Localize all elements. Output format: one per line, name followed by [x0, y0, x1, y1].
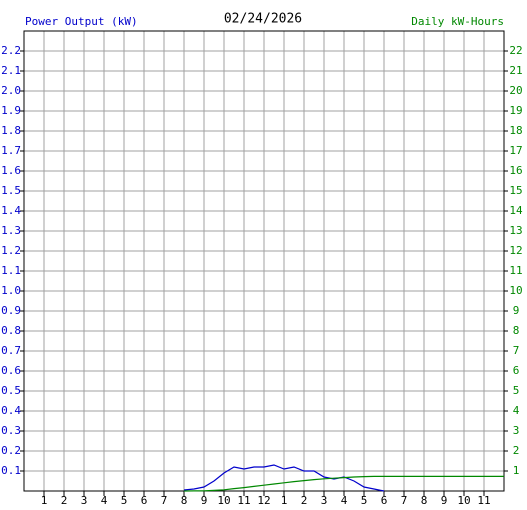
y2-tick-label: 1	[513, 464, 520, 477]
y2-axis-label: Daily kW-Hours	[411, 15, 504, 28]
y2-tick-label: 21	[509, 64, 522, 77]
y-tick-label: 1.2	[1, 244, 21, 257]
x-tick-label: 2	[61, 494, 68, 507]
y-tick-label: 0.2	[1, 444, 21, 457]
y-tick-label: 0.1	[1, 464, 21, 477]
x-tick-label: 6	[381, 494, 388, 507]
y2-tick-label: 15	[509, 184, 522, 197]
y-tick-label: 1.7	[1, 144, 21, 157]
y2-tick-label: 9	[513, 304, 520, 317]
y-tick-label: 1.8	[1, 124, 21, 137]
chart-title: 02/24/2026	[224, 12, 302, 27]
y2-tick-label: 16	[509, 164, 522, 177]
x-tick-label: 1	[281, 494, 288, 507]
y-axis-label: Power Output (kW)	[25, 15, 138, 28]
y2-tick-label: 2	[513, 444, 520, 457]
x-tick-label: 7	[161, 494, 168, 507]
y2-tick-label: 13	[509, 224, 522, 237]
y2-tick-label: 20	[509, 84, 522, 97]
y2-tick-label: 17	[509, 144, 522, 157]
y-tick-label: 0.8	[1, 324, 21, 337]
x-tick-label: 7	[401, 494, 408, 507]
y2-tick-label: 8	[513, 324, 520, 337]
y-tick-label: 0.6	[1, 364, 21, 377]
y-tick-label: 1.1	[1, 264, 21, 277]
x-tick-label: 5	[361, 494, 368, 507]
x-tick-label: 3	[81, 494, 88, 507]
y-tick-label: 1.4	[1, 204, 21, 217]
y2-tick-label: 4	[513, 404, 520, 417]
y-tick-label: 1.6	[1, 164, 21, 177]
y-tick-label: 1.3	[1, 224, 21, 237]
x-tick-label: 4	[101, 494, 108, 507]
y2-tick-label: 22	[509, 44, 522, 57]
x-tick-label: 9	[441, 494, 448, 507]
series-line	[183, 475, 504, 492]
y-tick-label: 0.5	[1, 384, 21, 397]
x-tick-label: 6	[141, 494, 148, 507]
x-tick-label: 5	[121, 494, 128, 507]
y2-tick-label: 19	[509, 104, 522, 117]
x-tick-label: 11	[477, 494, 490, 507]
x-tick-label: 1	[41, 494, 48, 507]
y2-tick-label: 18	[509, 124, 522, 137]
x-tick-label: 3	[321, 494, 328, 507]
y-tick-label: 0.3	[1, 424, 21, 437]
y2-tick-label: 3	[513, 424, 520, 437]
y2-tick-label: 5	[513, 384, 520, 397]
series-line	[183, 464, 385, 492]
y-tick-label: 0.9	[1, 304, 21, 317]
y-tick-label: 0.7	[1, 344, 21, 357]
y-tick-label: 1.5	[1, 184, 21, 197]
y2-tick-label: 10	[509, 284, 522, 297]
y2-tick-label: 14	[509, 204, 523, 217]
y-tick-label: 2.1	[1, 64, 21, 77]
y-tick-label: 0.4	[1, 404, 21, 417]
y-tick-label: 2.2	[1, 44, 21, 57]
x-tick-label: 9	[201, 494, 208, 507]
x-tick-label: 10	[217, 494, 230, 507]
y2-tick-label: 11	[509, 264, 522, 277]
y-tick-label: 1.0	[1, 284, 21, 297]
y-tick-label: 2.0	[1, 84, 21, 97]
y2-tick-label: 7	[513, 344, 520, 357]
x-tick-label: 11	[237, 494, 250, 507]
y-tick-label: 1.9	[1, 104, 21, 117]
x-tick-label: 12	[257, 494, 270, 507]
y2-tick-label: 12	[509, 244, 522, 257]
x-tick-label: 8	[181, 494, 188, 507]
x-tick-label: 10	[457, 494, 470, 507]
plot-border	[23, 30, 505, 492]
x-tick-label: 4	[341, 494, 348, 507]
x-tick-label: 2	[301, 494, 308, 507]
y2-tick-label: 6	[513, 364, 520, 377]
x-tick-label: 8	[421, 494, 428, 507]
